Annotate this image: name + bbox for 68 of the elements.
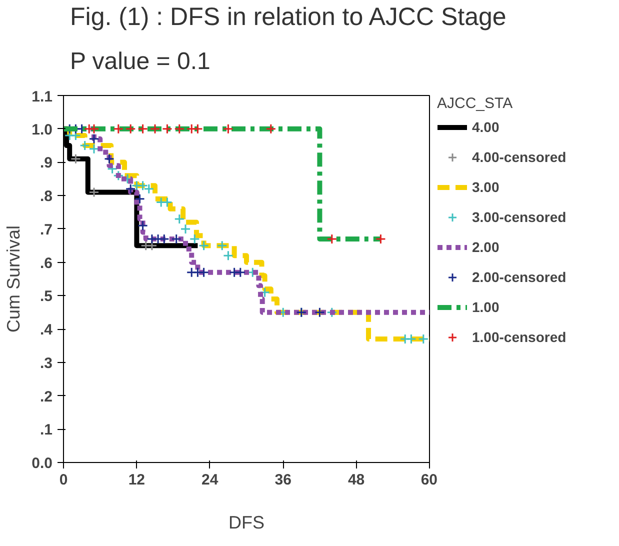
y-axis-title: Cum Survival bbox=[4, 225, 24, 333]
point bbox=[150, 124, 160, 134]
y-tick-label: .5 bbox=[40, 288, 53, 306]
legend-label: 1.00-censored bbox=[472, 329, 566, 345]
y-tick-label: 0.0 bbox=[32, 455, 53, 472]
point bbox=[125, 124, 136, 134]
point bbox=[171, 234, 182, 244]
point bbox=[162, 124, 172, 134]
legend-title: AJCC_STA bbox=[437, 95, 514, 112]
x-tick-label: 48 bbox=[348, 472, 365, 488]
y-tick-label: .9 bbox=[40, 154, 53, 172]
legend-label: 3.00 bbox=[472, 179, 500, 195]
point bbox=[222, 250, 234, 261]
point bbox=[375, 234, 386, 244]
point bbox=[192, 124, 203, 134]
x-tick-label: 24 bbox=[202, 472, 219, 488]
point bbox=[180, 224, 191, 234]
point bbox=[104, 154, 114, 164]
point bbox=[138, 124, 148, 134]
legend-label: 4.00 bbox=[472, 119, 500, 135]
point bbox=[266, 124, 276, 134]
chart-subtitle: P value = 0.1 bbox=[70, 47, 210, 77]
point bbox=[144, 184, 154, 194]
x-axis-title: DFS bbox=[228, 512, 264, 532]
x-tick-label: 0 bbox=[59, 472, 68, 488]
point bbox=[80, 140, 90, 151]
y-tick-label: .3 bbox=[40, 354, 53, 372]
legend-label: 4.00-censored bbox=[472, 149, 566, 165]
y-tick-label: .2 bbox=[40, 388, 53, 406]
point bbox=[174, 124, 185, 134]
point bbox=[113, 124, 124, 134]
point bbox=[88, 144, 100, 154]
legend-label: 3.00-censored bbox=[472, 209, 566, 225]
x-tick-label: 36 bbox=[274, 472, 292, 488]
y-tick-label: .8 bbox=[40, 188, 53, 206]
x-tick-label: 60 bbox=[420, 472, 438, 488]
point bbox=[88, 134, 100, 144]
point bbox=[216, 240, 228, 251]
legend-label: 2.00 bbox=[472, 239, 500, 255]
point bbox=[418, 334, 429, 344]
point bbox=[70, 154, 81, 164]
point bbox=[235, 267, 246, 278]
legend-label: 1.00 bbox=[472, 299, 500, 315]
legend-label: 2.00-censored bbox=[472, 269, 566, 285]
point bbox=[125, 184, 136, 194]
point bbox=[406, 334, 416, 344]
point bbox=[134, 194, 145, 204]
point bbox=[138, 220, 148, 231]
point bbox=[174, 214, 185, 224]
point bbox=[88, 187, 100, 198]
chart-title: Fig. (1) : DFS in relation to AJCC Stage bbox=[70, 2, 506, 33]
y-tick-label: .4 bbox=[40, 322, 54, 339]
point bbox=[326, 234, 338, 244]
point bbox=[222, 124, 234, 134]
point bbox=[138, 180, 148, 191]
y-tick-label: .1 bbox=[40, 422, 53, 439]
point bbox=[88, 124, 100, 134]
y-tick-label: 1.0 bbox=[32, 121, 53, 138]
point bbox=[158, 234, 170, 244]
point bbox=[198, 267, 210, 278]
y-tick-label: .6 bbox=[40, 254, 53, 272]
point bbox=[314, 307, 325, 318]
y-tick-label: 1.1 bbox=[32, 88, 53, 106]
y-tick-label: .7 bbox=[40, 221, 53, 238]
point bbox=[189, 234, 200, 244]
point bbox=[260, 287, 270, 298]
x-tick-label: 12 bbox=[128, 472, 146, 488]
point bbox=[198, 240, 210, 251]
